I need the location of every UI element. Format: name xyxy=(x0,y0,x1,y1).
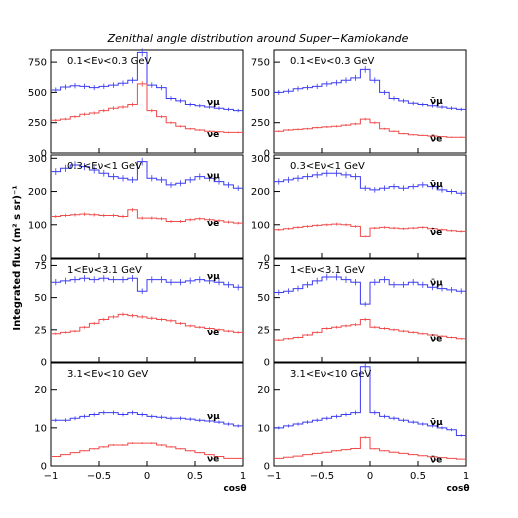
x-tick-label: 0.5 xyxy=(410,471,426,482)
series-line xyxy=(51,83,243,133)
y-tick-label: 500 xyxy=(28,88,47,99)
y-tick-label: 0 xyxy=(264,254,270,265)
series-label: ν̄μ xyxy=(430,418,443,428)
y-tick-label: 20 xyxy=(257,385,270,396)
panel-label: 1<Eν<3.1 GeV xyxy=(67,265,142,276)
chart-panel-8: 0 10 20 ν̄μ ν̄e 3.1<Eν<10 GeV −1 −0.5 0 0.5 1 cosθ xyxy=(257,362,470,494)
y-tick-label: 10 xyxy=(257,423,270,434)
chart-panel-4: 0 100 200 300 ν̄μ ν̄e 0.3<Eν<1 GeV xyxy=(251,154,467,265)
y-tick-label: 0 xyxy=(41,254,47,265)
chart-title: Zenithal angle distribution around Super… xyxy=(107,32,409,45)
y-tick-label: 0 xyxy=(41,462,47,473)
y-tick-label: 75 xyxy=(34,261,47,272)
series-line xyxy=(51,412,243,427)
y-tick-label: 300 xyxy=(251,154,270,165)
y-tick-label: 10 xyxy=(34,423,47,434)
panel-label: 0.3<Eν<1 GeV xyxy=(290,161,365,172)
series-line xyxy=(51,277,243,292)
series-label: ν̄μ xyxy=(430,97,443,107)
series-label: ν̄e xyxy=(430,135,442,145)
series-label: ν̄μ xyxy=(430,279,443,289)
y-tick-label: 0 xyxy=(264,149,270,160)
x-axis-label: cosθ xyxy=(446,484,469,494)
series-line xyxy=(274,172,466,194)
series-line xyxy=(51,209,243,224)
x-tick-label: −0.5 xyxy=(87,471,111,482)
x-tick-label: −1 xyxy=(267,471,282,482)
chart-panel-6: 0 25 50 75 ν̄μ ν̄e 1<Eν<3.1 GeV xyxy=(257,258,467,369)
y-tick-label: 750 xyxy=(251,58,270,69)
series-label: ν̄e xyxy=(430,456,442,466)
y-tick-label: 100 xyxy=(28,220,47,231)
chart-panel-7: 0 10 20 νμ νe 3.1<Eν<10 GeV −1 −0.5 0 0.5 1 cosθ xyxy=(34,362,247,494)
y-tick-label: 25 xyxy=(34,325,47,336)
y-tick-label: 20 xyxy=(34,385,47,396)
series-label: ν̄e xyxy=(430,334,442,344)
series-label: νμ xyxy=(207,412,220,422)
y-tick-label: 750 xyxy=(28,58,47,69)
y-tick-label: 25 xyxy=(257,325,270,336)
series-label: ν̄e xyxy=(430,228,442,238)
x-tick-label: 0.5 xyxy=(187,471,203,482)
x-tick-label: 0 xyxy=(367,471,373,482)
panel-label: 0.1<Eν<0.3 GeV xyxy=(67,56,152,67)
x-tick-label: 1 xyxy=(463,471,469,482)
chart-panel-2: 0 250 500 750 ν̄μ ν̄e 0.1<Eν<0.3 GeV xyxy=(251,49,467,160)
series-line xyxy=(274,276,466,305)
y-tick-label: 200 xyxy=(28,187,47,198)
y-tick-label: 250 xyxy=(251,118,270,129)
y-axis-label: Integrated flux (m² s sr)⁻¹ xyxy=(12,185,23,330)
x-tick-label: 1 xyxy=(240,471,246,482)
series-label: νe xyxy=(207,454,219,464)
y-tick-label: 0 xyxy=(264,462,270,473)
y-tick-label: 200 xyxy=(251,187,270,198)
panel-label: 0.1<Eν<0.3 GeV xyxy=(290,56,375,67)
x-axis-label: cosθ xyxy=(223,484,246,494)
panel-label: 1<Eν<3.1 GeV xyxy=(290,265,365,276)
y-tick-label: 50 xyxy=(257,293,270,304)
series-label: νμ xyxy=(207,272,220,282)
panel-label: 0.3<Eν<1 GeV xyxy=(67,161,142,172)
series-line xyxy=(274,118,466,138)
x-tick-label: −0.5 xyxy=(310,471,334,482)
series-label: νe xyxy=(207,130,219,140)
y-tick-label: 250 xyxy=(28,118,47,129)
series-label: νμ xyxy=(207,98,220,108)
chart-panel-5: 0 25 50 75 νμ νe 1<Eν<3.1 GeV xyxy=(34,258,244,369)
y-tick-label: 50 xyxy=(34,293,47,304)
x-tick-label: 0 xyxy=(144,471,150,482)
y-tick-label: 300 xyxy=(28,154,47,165)
y-tick-label: 100 xyxy=(251,220,270,231)
series-label: νe xyxy=(207,219,219,229)
panel-label: 3.1<Eν<10 GeV xyxy=(290,369,371,380)
series-label: ν̄μ xyxy=(430,180,443,190)
chart-panel-3: 0 100 200 300 νμ νe 0.3<Eν<1 GeV xyxy=(28,154,244,265)
panel-label: 3.1<Eν<10 GeV xyxy=(67,369,148,380)
x-tick-label: −1 xyxy=(44,471,59,482)
y-tick-label: 0 xyxy=(41,358,47,369)
y-tick-label: 0 xyxy=(41,149,47,160)
y-tick-label: 75 xyxy=(257,261,270,272)
series-label: νμ xyxy=(207,172,220,182)
series-label: νe xyxy=(207,328,219,338)
y-tick-label: 500 xyxy=(251,88,270,99)
y-tick-label: 0 xyxy=(264,358,270,369)
chart-panel-1: 0 250 500 750 νμ νe 0.1<Eν<0.3 GeV xyxy=(28,48,244,160)
